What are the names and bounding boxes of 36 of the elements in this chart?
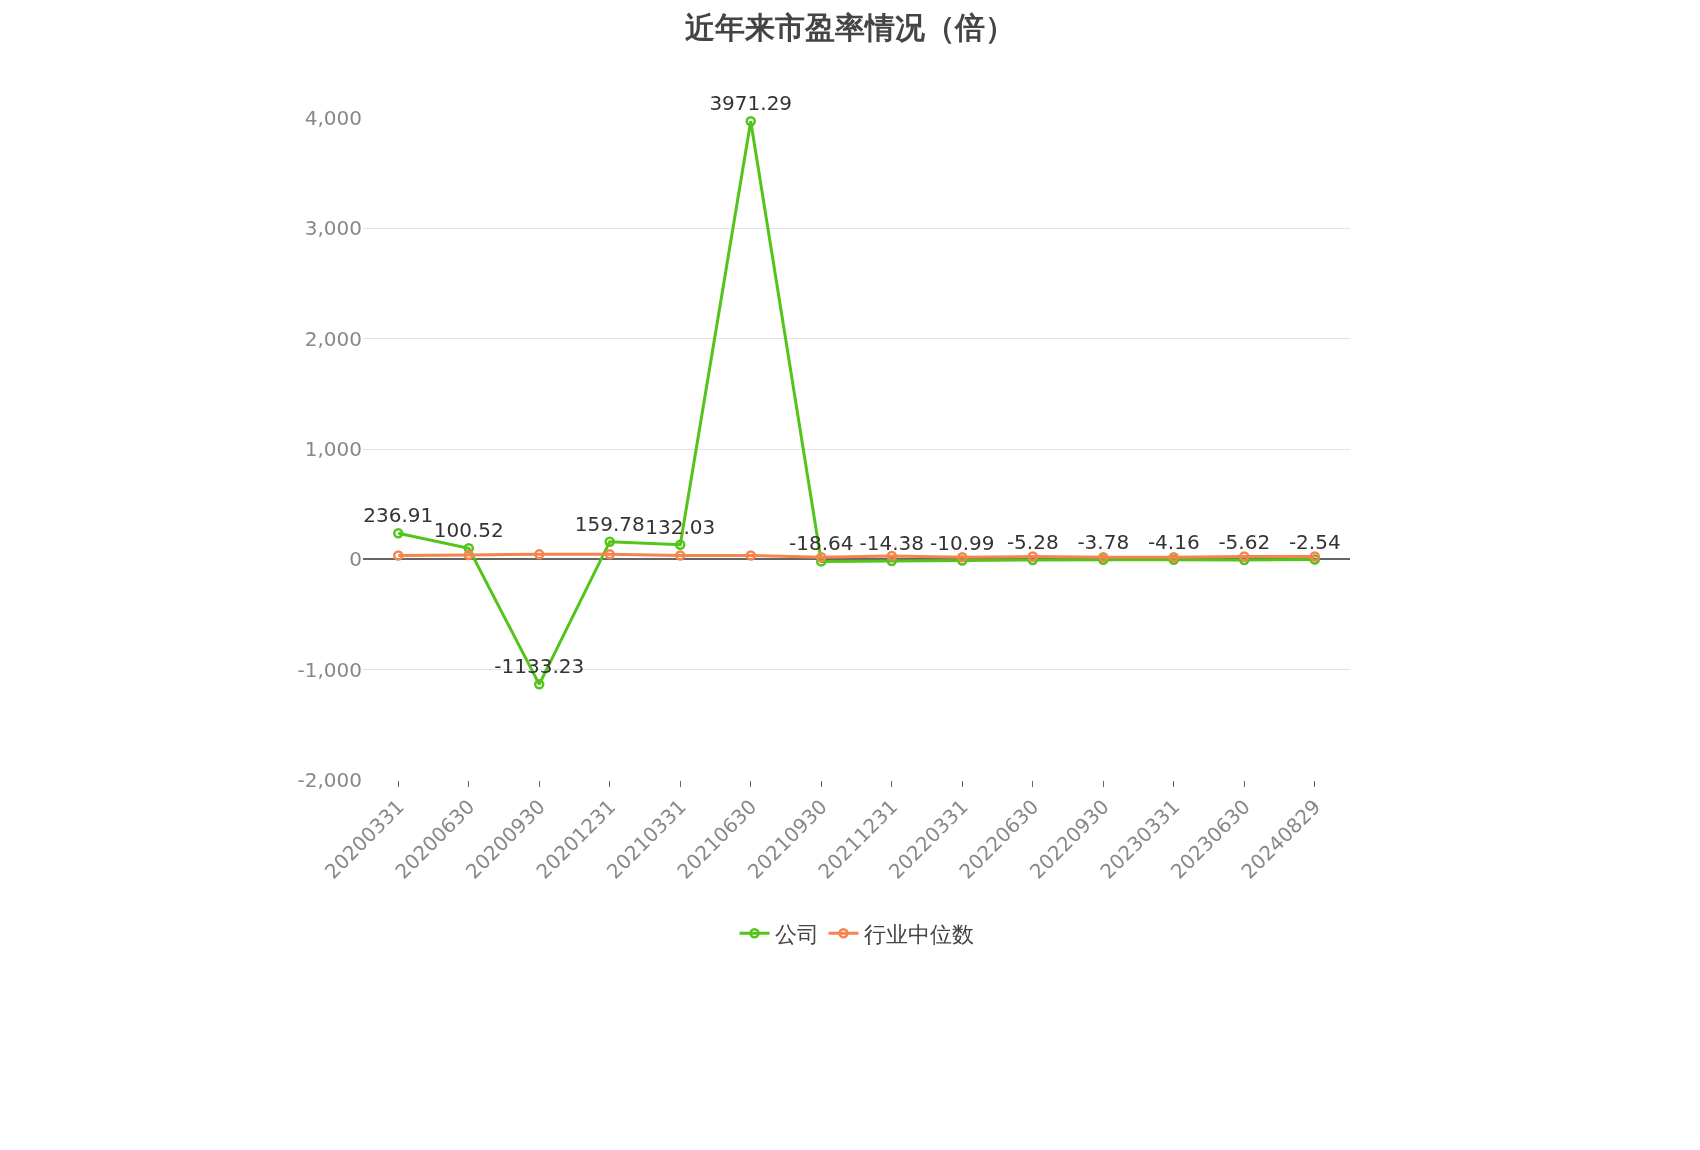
point bbox=[1239, 551, 1250, 562]
point bbox=[745, 115, 756, 127]
data-label: -14.38 bbox=[859, 530, 924, 555]
data-label: -3.78 bbox=[1077, 529, 1130, 554]
y-tick-label: 1,000 bbox=[304, 437, 362, 461]
data-label: 3971.29 bbox=[709, 91, 793, 116]
data-label: 159.78 bbox=[574, 511, 645, 536]
y-tick-label: 4,000 bbox=[304, 106, 362, 130]
data-label: -5.62 bbox=[1218, 529, 1271, 554]
data-label: -2.54 bbox=[1288, 529, 1341, 554]
point bbox=[393, 550, 404, 561]
point bbox=[604, 536, 615, 547]
legend-label: 公司 bbox=[774, 921, 819, 947]
point bbox=[534, 679, 545, 690]
chart-title: 近年来市盈率情况（倍） bbox=[685, 10, 1015, 46]
y-tick-label: 0 bbox=[349, 547, 362, 572]
legend-label: 行业中位数 bbox=[863, 921, 974, 947]
point bbox=[604, 549, 615, 560]
point bbox=[1027, 551, 1038, 562]
data-label: -5.28 bbox=[1006, 529, 1059, 554]
y-tick-label: -1,000 bbox=[297, 657, 362, 682]
data-label: -4.16 bbox=[1147, 529, 1200, 554]
y-tick-label: -2,000 bbox=[297, 768, 362, 792]
y-tick-label: 3,000 bbox=[304, 216, 362, 241]
point bbox=[957, 551, 968, 563]
point bbox=[393, 527, 404, 539]
y-tick-label: 2,000 bbox=[304, 326, 362, 351]
point bbox=[886, 550, 897, 562]
point bbox=[534, 549, 545, 560]
data-label: 236.91 bbox=[363, 503, 434, 528]
point bbox=[463, 549, 474, 561]
data-label: 100.52 bbox=[433, 518, 504, 543]
data-label: -10.99 bbox=[930, 530, 995, 555]
point bbox=[675, 539, 686, 551]
point bbox=[745, 550, 756, 561]
point bbox=[675, 550, 686, 561]
